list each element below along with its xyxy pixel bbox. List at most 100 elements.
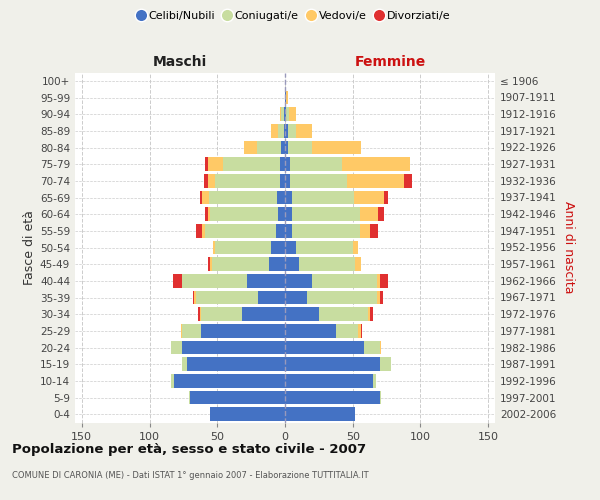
Bar — [296, 240, 353, 254]
Bar — [285, 340, 364, 354]
Bar — [285, 174, 290, 188]
Bar — [359, 224, 370, 237]
Y-axis label: Fasce di età: Fasce di età — [23, 210, 36, 285]
Bar — [296, 124, 312, 138]
Bar — [201, 324, 285, 338]
Bar — [211, 208, 278, 221]
Bar — [380, 340, 381, 354]
Bar — [281, 108, 284, 121]
Bar — [347, 174, 404, 188]
Bar — [380, 358, 391, 371]
Bar — [379, 208, 384, 221]
Bar — [359, 208, 379, 221]
Bar — [354, 190, 384, 204]
Text: COMUNE DI CARONIA (ME) - Dati ISTAT 1° gennaio 2007 - Elaborazione TUTTITALIA.IT: COMUNE DI CARONIA (ME) - Dati ISTAT 1° g… — [12, 471, 368, 480]
Bar — [377, 274, 380, 287]
Bar — [242, 308, 285, 321]
Bar — [223, 158, 280, 171]
Bar — [285, 258, 299, 271]
Bar — [384, 190, 388, 204]
Bar — [205, 158, 208, 171]
Bar — [215, 174, 280, 188]
Bar — [380, 290, 383, 304]
Text: Femmine: Femmine — [355, 55, 425, 69]
Bar — [211, 258, 212, 271]
Bar — [278, 208, 285, 221]
Bar — [292, 190, 354, 204]
Bar — [284, 108, 285, 121]
Bar — [208, 208, 211, 221]
Y-axis label: Anni di nascita: Anni di nascita — [562, 201, 575, 294]
Bar — [244, 140, 257, 154]
Bar — [292, 208, 359, 221]
Bar — [285, 374, 373, 388]
Bar — [380, 274, 388, 287]
Bar — [361, 324, 362, 338]
Bar — [189, 390, 190, 404]
Bar — [196, 224, 202, 237]
Bar — [285, 190, 292, 204]
Bar — [285, 124, 288, 138]
Bar — [257, 140, 281, 154]
Bar — [312, 140, 361, 154]
Bar — [194, 290, 196, 304]
Bar — [200, 190, 202, 204]
Bar — [198, 308, 200, 321]
Bar — [377, 290, 380, 304]
Bar — [364, 340, 380, 354]
Text: Maschi: Maschi — [153, 55, 207, 69]
Bar — [182, 274, 247, 287]
Bar — [212, 258, 269, 271]
Bar — [271, 240, 285, 254]
Bar — [370, 224, 379, 237]
Bar — [370, 308, 373, 321]
Bar — [174, 374, 285, 388]
Bar — [201, 308, 242, 321]
Bar — [275, 224, 285, 237]
Bar — [288, 140, 312, 154]
Bar — [187, 358, 285, 371]
Bar — [215, 240, 271, 254]
Bar — [355, 258, 361, 271]
Bar — [285, 240, 296, 254]
Bar — [285, 224, 292, 237]
Bar — [280, 158, 285, 171]
Bar — [171, 340, 182, 354]
Bar — [280, 174, 285, 188]
Bar — [307, 290, 377, 304]
Bar — [285, 358, 380, 371]
Bar — [280, 108, 281, 121]
Bar — [247, 274, 285, 287]
Bar — [208, 158, 223, 171]
Bar — [285, 274, 312, 287]
Bar — [193, 290, 194, 304]
Bar — [319, 308, 368, 321]
Bar — [285, 140, 288, 154]
Bar — [285, 390, 380, 404]
Bar — [285, 308, 319, 321]
Bar — [290, 158, 342, 171]
Bar — [299, 258, 355, 271]
Bar — [173, 274, 182, 287]
Bar — [204, 174, 208, 188]
Bar — [202, 190, 209, 204]
Bar — [292, 224, 359, 237]
Legend: Celibi/Nubili, Coniugati/e, Vedovi/e, Divorziati/e: Celibi/Nubili, Coniugati/e, Vedovi/e, Di… — [133, 6, 455, 26]
Bar — [182, 340, 285, 354]
Bar — [209, 190, 277, 204]
Bar — [285, 90, 286, 104]
Bar — [380, 390, 381, 404]
Bar — [337, 324, 358, 338]
Bar — [286, 108, 289, 121]
Bar — [196, 290, 258, 304]
Bar — [285, 324, 337, 338]
Bar — [205, 224, 275, 237]
Bar — [286, 90, 288, 104]
Bar — [353, 240, 358, 254]
Bar — [284, 124, 285, 138]
Bar — [312, 274, 377, 287]
Bar — [202, 224, 205, 237]
Bar — [289, 108, 296, 121]
Bar — [211, 408, 285, 421]
Bar — [182, 358, 187, 371]
